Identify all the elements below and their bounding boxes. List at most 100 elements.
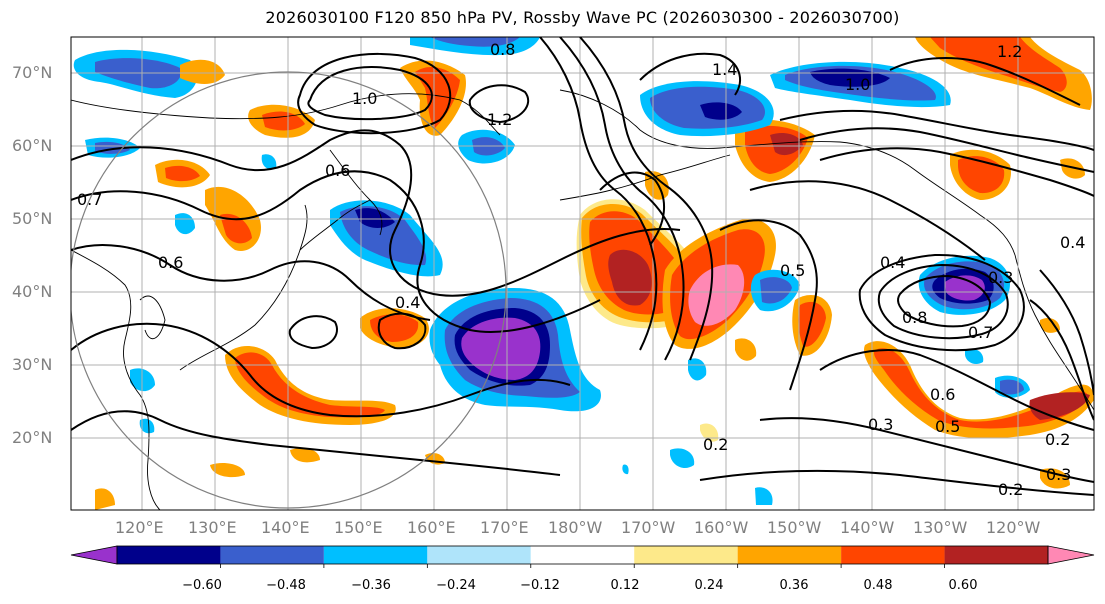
contour-line — [779, 109, 1094, 151]
colorbar-swatch — [117, 546, 221, 564]
anomaly-red — [958, 156, 1005, 194]
map-title: 2026030100 F120 850 hPa PV, Rossby Wave … — [265, 8, 900, 27]
contour-line — [599, 171, 666, 246]
contour-label: 0.5 — [935, 417, 960, 436]
anomaly-blue — [670, 448, 695, 469]
anomaly-orange — [1040, 318, 1060, 333]
colorbar-extend-min — [70, 545, 118, 565]
anomaly-darkred — [770, 133, 803, 156]
lon-label: 130°W — [913, 518, 968, 537]
anomaly-blue — [688, 358, 707, 381]
contour-line — [307, 66, 433, 121]
contour-label: 0.6 — [158, 253, 183, 272]
contour-line — [559, 37, 685, 361]
contour-line — [71, 410, 561, 476]
contour-line — [71, 129, 681, 297]
coast-alaska — [559, 89, 1016, 256]
lat-label: 30°N — [12, 355, 53, 374]
contour-label: 0.6 — [325, 161, 350, 180]
colorbar-tick-label: 0.36 — [779, 578, 809, 593]
reference-circle — [71, 71, 507, 509]
coastlines — [71, 89, 1094, 510]
contour-line — [71, 322, 571, 418]
lon-label: 160°W — [694, 518, 749, 537]
graticule — [71, 37, 1094, 510]
coast-na-west — [1014, 254, 1094, 411]
colorbar-swatch — [323, 546, 428, 564]
contour-line — [539, 37, 658, 351]
contour-line — [297, 52, 452, 135]
lon-label: 160°E — [407, 518, 456, 537]
anomaly-pink — [688, 264, 745, 326]
anomaly-red — [235, 352, 385, 418]
anomaly-red — [220, 213, 252, 244]
lon-label: 150°W — [767, 518, 822, 537]
anomaly-red — [930, 37, 1067, 92]
coast-aleutian — [559, 154, 731, 201]
contour-label: 0.4 — [880, 253, 905, 272]
contour-label: 0.8 — [490, 40, 515, 59]
contour-line — [877, 263, 1009, 340]
lon-label: 170°W — [621, 518, 676, 537]
contour-label: 1.0 — [352, 89, 377, 108]
contour-line — [579, 37, 714, 361]
coast-siberia — [71, 93, 501, 136]
lon-label: 180°W — [548, 518, 603, 537]
contour-line — [639, 52, 741, 96]
colorbar-swatch — [427, 546, 531, 564]
anomaly-red — [798, 301, 826, 347]
lat-label: 50°N — [12, 209, 53, 228]
contour-line — [377, 312, 427, 350]
colorbar-tick-label: −0.12 — [520, 578, 560, 593]
anomaly-blue — [261, 154, 277, 170]
colorbar — [70, 545, 1095, 568]
contour-label: 0.2 — [703, 435, 728, 454]
colorbar-tick-label: −0.36 — [351, 578, 391, 593]
plot-frame — [70, 36, 1095, 511]
contour-line — [1039, 269, 1094, 396]
map-plot-area: 1.0 1.2 0.8 0.6 0.7 0.6 0.4 0.3 0.2 0.4 … — [71, 37, 1094, 510]
contour-label: 0.2 — [1045, 430, 1070, 449]
anomaly-orange — [95, 488, 115, 510]
anomaly-red — [165, 165, 200, 182]
anomaly-orange — [180, 59, 225, 84]
contour-line — [858, 253, 1025, 352]
colorbar-swatch — [841, 546, 945, 564]
lon-label: 140°E — [261, 518, 310, 537]
colorbar-tick-label: 0.12 — [610, 578, 640, 593]
contour-label: 1.0 — [845, 75, 870, 94]
lon-label: 150°E — [334, 518, 383, 537]
contour-line — [288, 315, 338, 350]
anomaly-red — [370, 314, 419, 342]
contour-label: 0.8 — [902, 308, 927, 327]
contour-label: 0.3 — [988, 268, 1013, 287]
contour-line — [819, 349, 1094, 431]
contour-label: 0.3 — [868, 415, 893, 434]
contour-line — [749, 180, 986, 261]
contour-line — [71, 170, 601, 333]
colorbar-tick-label: 0.48 — [863, 578, 893, 593]
contour-label: 0.4 — [1060, 233, 1085, 252]
anomaly-yellow — [700, 423, 719, 442]
anomaly-orange — [735, 338, 757, 361]
contour-line — [897, 274, 992, 328]
contour-label: 1.4 — [712, 60, 737, 79]
contour-label: 0.4 — [395, 293, 420, 312]
anomaly-orange — [1060, 158, 1085, 179]
colorbar-tick-label: 0.60 — [948, 578, 978, 593]
contour-label: 0.2 — [998, 480, 1023, 499]
contour-label: 0.6 — [930, 385, 955, 404]
anomaly-blue — [175, 213, 195, 235]
contour-label: 1.2 — [997, 42, 1022, 61]
anomaly-blue — [760, 277, 792, 304]
lat-label: 20°N — [12, 428, 53, 447]
lat-label: 70°N — [12, 63, 53, 82]
anomaly-blue — [965, 348, 984, 365]
colorbar-swatch — [737, 546, 842, 564]
lon-label: 140°W — [840, 518, 895, 537]
contour-line — [468, 84, 530, 124]
anomaly-red — [874, 348, 1089, 429]
colorbar-tick-label: −0.48 — [266, 578, 306, 593]
pc-contours — [71, 37, 1094, 496]
